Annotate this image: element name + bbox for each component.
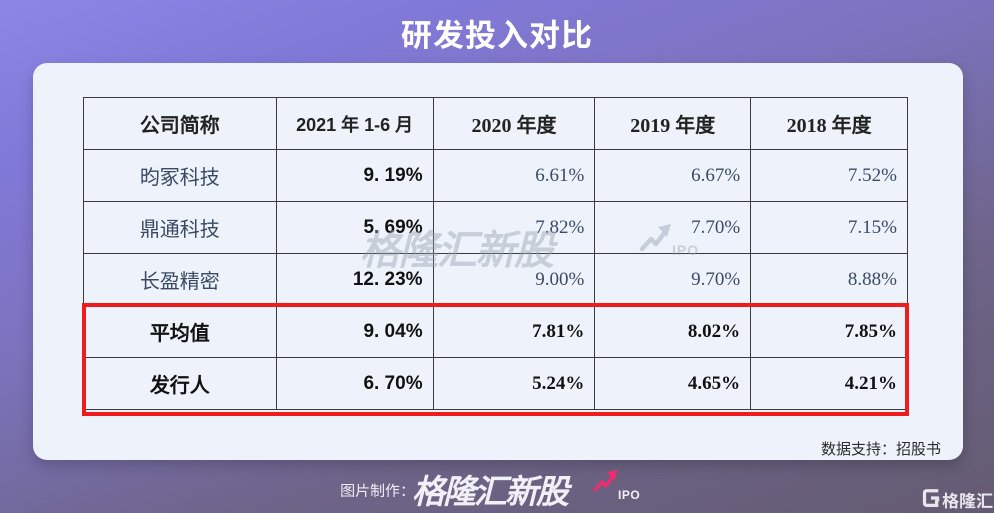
svg-text:格隆汇新股: 格隆汇新股	[360, 229, 558, 273]
svg-text:格隆汇新股: 格隆汇新股	[412, 473, 573, 510]
svg-text:IPO: IPO	[672, 242, 699, 258]
svg-text:IPO: IPO	[618, 488, 640, 502]
